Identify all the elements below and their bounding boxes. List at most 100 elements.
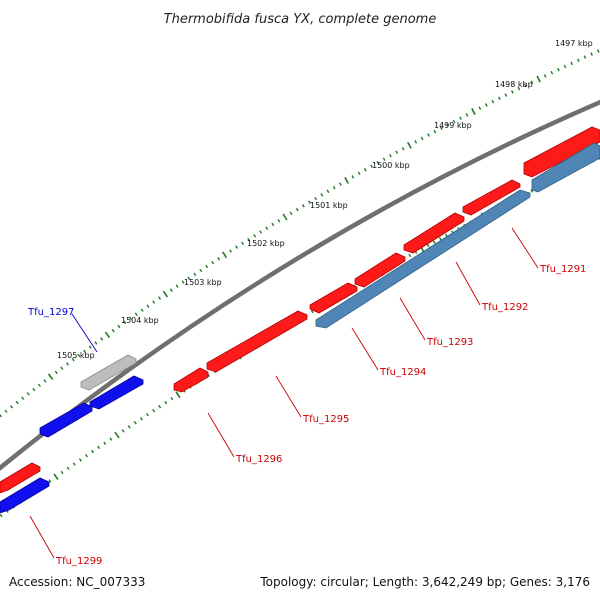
outer-scale-tick (187, 276, 191, 280)
outer-scale-tick (259, 230, 263, 234)
scale-label-1505: 1505 kbp (57, 351, 95, 360)
gene-arrow-tfu-1296b[interactable] (173, 367, 209, 393)
gene-label-tfu-1297[interactable]: Tfu_1297 (27, 307, 74, 318)
scale-label-1501: 1501 kbp (310, 201, 348, 210)
inner-scale-tick (91, 449, 95, 454)
leader-tfu-1294 (351, 327, 379, 371)
outer-scale-tick (314, 196, 318, 201)
leader-tfu-1299 (29, 515, 55, 559)
inner-scale-tick (60, 470, 64, 475)
inner-scale-tick (139, 417, 143, 421)
outer-scale-tick (253, 234, 257, 238)
outer-scale-tick (420, 136, 424, 141)
outer-scale-tick (66, 362, 70, 366)
inner-scale-tick (0, 513, 3, 518)
inner-scale-tick (175, 391, 181, 399)
inner-scale-tick (152, 408, 156, 413)
scale-label-1504: 1504 kbp (121, 316, 159, 325)
outer-scale-tick (557, 67, 560, 72)
outer-scale-tick (376, 160, 380, 165)
inner-scale-tick (170, 397, 174, 401)
outer-scale-tick (175, 284, 179, 288)
outer-scale-tick (295, 207, 299, 212)
gene-arrow-steel-1[interactable] (531, 142, 600, 193)
outer-scale-tick (71, 357, 75, 362)
outer-scale-tick (77, 353, 81, 358)
outer-scale-tick (247, 237, 251, 242)
leader-tfu-1297 (71, 313, 98, 353)
gene-label-tfu-1291[interactable]: Tfu_1291 (539, 264, 586, 275)
gene-arrow-tfu-1291[interactable] (523, 126, 600, 178)
outer-scale-tick (271, 222, 275, 227)
outer-scale-tick (265, 226, 269, 230)
outer-scale-tick (570, 61, 573, 66)
gene-arrow-blue-3[interactable] (0, 477, 50, 514)
outer-scale-tick (222, 251, 228, 259)
inner-scale-tick (438, 237, 442, 241)
outer-scale-tick (478, 106, 482, 110)
outer-scale-tick (10, 405, 14, 409)
gene-label-tfu-1296[interactable]: Tfu_1296 (235, 454, 282, 465)
outer-scale-tick (205, 264, 209, 269)
outer-scale-tick (15, 400, 19, 405)
scale-label-1499: 1499 kbp (434, 121, 472, 130)
scale-label-1503: 1503 kbp (184, 278, 222, 287)
outer-scale-tick (282, 213, 288, 221)
inner-scale-tick (127, 425, 131, 429)
outer-scale-tick (193, 272, 197, 277)
scale-label-1497: 1497 kbp (555, 39, 593, 48)
outer-scale-tick (596, 49, 600, 53)
outer-scale-tick (332, 185, 336, 190)
outer-scale-tick (117, 324, 121, 329)
gene-arrow-blue-2[interactable] (39, 402, 93, 438)
gene-label-tfu-1292[interactable]: Tfu_1292 (481, 302, 528, 313)
outer-scale-tick (32, 387, 36, 392)
gene-arrow-tfu-1299b[interactable] (0, 462, 41, 494)
inner-scale-tick (121, 429, 125, 433)
outer-scale-tick (181, 280, 185, 284)
outer-scale-tick (452, 119, 456, 124)
gene-label-tfu-1295[interactable]: Tfu_1295 (302, 414, 349, 425)
inner-scale-tick (48, 479, 52, 483)
outer-scale-tick (217, 257, 221, 261)
outer-scale-tick (471, 108, 476, 115)
outer-scale-tick (162, 290, 169, 298)
gene-arrow-tfu-1292[interactable] (462, 179, 521, 216)
outer-scale-tick (158, 296, 162, 300)
outer-scale-tick (357, 171, 361, 176)
inner-scale-tick (158, 404, 162, 409)
outer-scale-tick (524, 83, 527, 88)
gene-arrow-tfu-1294[interactable] (354, 252, 406, 288)
gene-label-tfu-1294[interactable]: Tfu_1294 (379, 367, 426, 378)
inner-scale-tick (72, 462, 76, 466)
outer-scale-tick (0, 413, 3, 418)
outer-scale-tick (277, 219, 281, 223)
outer-scale-tick (21, 396, 25, 400)
leader-tfu-1291 (511, 227, 539, 269)
inner-scale-tick (85, 454, 88, 458)
gene-arrow-tfu-1296[interactable] (206, 310, 308, 373)
outer-scale-tick (491, 99, 495, 104)
outer-scale-tick (326, 189, 330, 194)
gene-arrow-gray[interactable] (80, 354, 137, 391)
outer-scale-tick (235, 245, 238, 249)
gene-arrow-steel-2[interactable] (315, 189, 531, 329)
outer-scale-tick (100, 337, 104, 341)
inner-scale-tick (78, 458, 82, 462)
outer-scale-tick (439, 126, 443, 131)
outer-scale-tick (152, 300, 156, 304)
gene-arrow-tfu-1293[interactable] (403, 212, 465, 254)
accession-text: Accession: NC_007333 (9, 575, 145, 589)
gene-label-tfu-1293[interactable]: Tfu_1293 (426, 337, 473, 348)
outer-scale-tick (530, 80, 534, 85)
inner-scale-tick (114, 431, 120, 439)
gene-arrow-tfu-1295[interactable] (309, 282, 358, 314)
leader-tfu-1295 (275, 375, 302, 418)
outer-scale-tick (395, 150, 399, 154)
gene-label-tfu-1299[interactable]: Tfu_1299 (55, 556, 102, 567)
outer-scale-tick (414, 140, 418, 144)
outer-scale-tick (344, 177, 349, 184)
outer-scale-tick (289, 211, 293, 216)
outer-scale-tick (504, 93, 508, 97)
outer-scale-tick (427, 133, 430, 137)
